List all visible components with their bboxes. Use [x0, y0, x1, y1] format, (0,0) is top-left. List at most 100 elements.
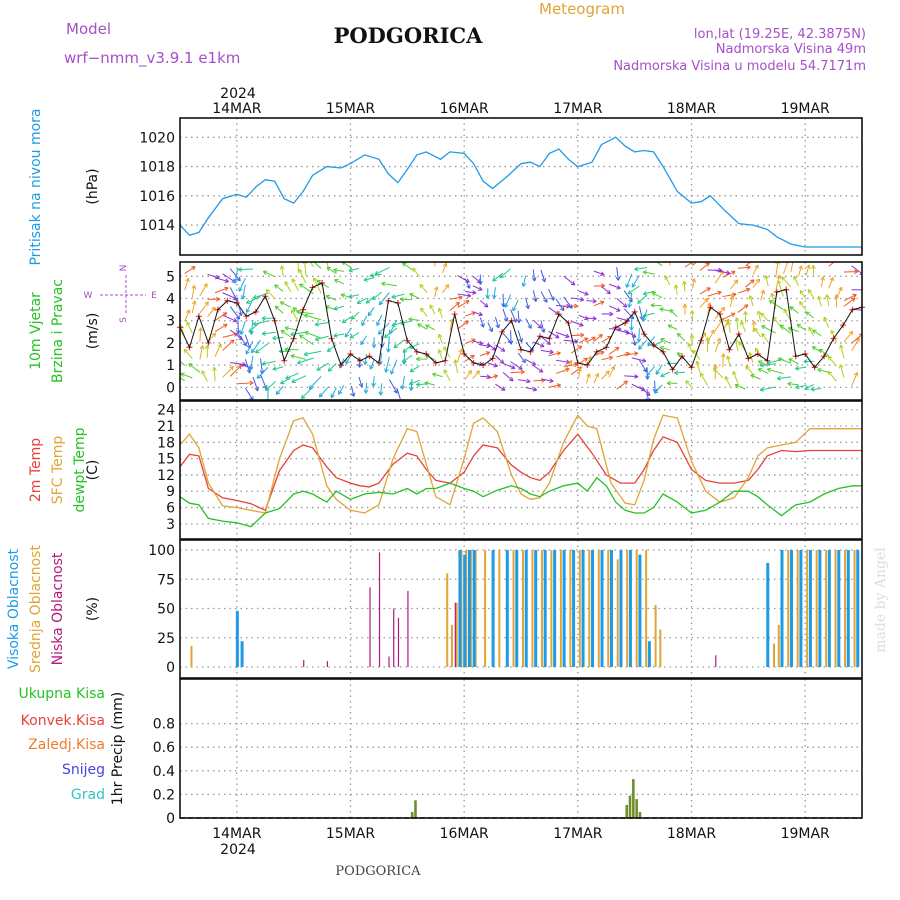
wind-arrow	[664, 275, 671, 286]
wind-arrow	[734, 384, 746, 390]
cloud-bar-high	[591, 550, 595, 667]
wind-arrow	[229, 287, 239, 302]
wind-arrow	[767, 368, 784, 375]
wind-arrow	[699, 287, 711, 295]
wind-arrow-head	[453, 359, 459, 364]
cloud-bar-mid	[446, 573, 449, 667]
wind-arrow-head	[829, 277, 835, 282]
cloud-bar-mid	[645, 550, 648, 667]
wind-arrow-head	[726, 355, 731, 360]
wind-arrow	[660, 338, 670, 344]
wind-arrow	[238, 268, 253, 271]
wind-arrow	[315, 335, 329, 341]
wind-arrow-head	[753, 327, 759, 333]
wind-arrow	[525, 387, 537, 391]
wind-arrow-head	[700, 372, 705, 378]
wind-arrow-head	[324, 255, 328, 259]
wind-arrow	[327, 344, 337, 352]
wind-arrow-head	[605, 370, 610, 375]
precip-bar	[410, 812, 414, 818]
wind-arrow-head	[638, 345, 643, 350]
model-label: Model	[66, 20, 111, 38]
wind-arrow-head	[518, 337, 523, 343]
wind-arrow	[646, 366, 655, 376]
wind-arrow-head	[296, 309, 301, 315]
wind-arrow	[510, 309, 517, 323]
wind-arrow	[707, 291, 722, 297]
wind-arrow	[518, 379, 531, 383]
wind-arrow	[532, 269, 536, 282]
y-tick-label: 2	[166, 336, 175, 352]
wind-arrow-head	[284, 347, 289, 352]
wind-arrow-head	[363, 277, 369, 282]
wind-arrow-head	[761, 325, 766, 330]
wind-arrow-head	[478, 340, 483, 346]
wind-arrow-head	[248, 366, 254, 371]
wind-arrow-head	[300, 394, 306, 399]
series-line-pressure	[179, 136, 862, 248]
precip-bar	[628, 795, 632, 818]
wind-arrow-head	[811, 346, 817, 351]
wind-arrow-head	[796, 323, 802, 329]
y-tick-label: 24	[157, 403, 175, 419]
wind-arrow-head	[682, 303, 688, 308]
wind-arrow-head	[695, 360, 700, 366]
wind-arrow	[624, 375, 639, 378]
wind-arrow-head	[345, 359, 350, 365]
wind-arrow-head	[580, 332, 585, 338]
wind-arrow-head	[480, 323, 485, 328]
wind-arrow	[760, 290, 765, 301]
wind-arrow	[252, 376, 259, 392]
wind-arrow	[759, 363, 776, 366]
wind-arrow-head	[838, 364, 844, 369]
wind-arrow-head	[341, 318, 347, 324]
wind-arrow-head	[186, 321, 191, 326]
wind-arrow	[443, 369, 451, 381]
wind-arrow	[788, 327, 799, 333]
wind-arrow-head	[827, 370, 833, 376]
wind-arrow	[638, 359, 647, 373]
wind-arrow-head	[760, 312, 765, 317]
wind-arrow-head	[215, 296, 220, 302]
wind-arrow	[616, 352, 630, 358]
wind-arrow-head	[584, 291, 589, 296]
wind-arrow-head	[191, 266, 196, 271]
wind-arrow-head	[272, 366, 277, 371]
model-name: wrf−nmm_v3.9.1 e1km	[64, 49, 240, 68]
wind-arrow-head	[516, 319, 522, 324]
wind-arrow-head	[508, 376, 514, 382]
wind-arrow-head	[381, 281, 386, 287]
year-bottom: 2024	[220, 842, 256, 858]
day-label-top: 14MAR	[212, 101, 261, 117]
cloud-bar-low	[715, 655, 717, 667]
y-tick-label: 1020	[139, 130, 175, 146]
wind-arrow-head	[272, 335, 277, 341]
wind-arrow	[325, 295, 337, 301]
wind-arrow-head	[573, 362, 578, 368]
wind-arrow-head	[240, 295, 246, 300]
wind-arrow-head	[789, 306, 795, 311]
wind-arrow	[341, 316, 352, 324]
cloud-bar-mid	[806, 550, 809, 667]
compass-south: S	[119, 317, 129, 323]
wind-arrow	[510, 361, 523, 370]
wind-arrow	[487, 343, 496, 351]
wind-arrow-head	[716, 337, 722, 343]
wind-arrow	[291, 309, 299, 322]
wind-arrow-head	[191, 300, 197, 305]
wind-arrow-head	[333, 267, 338, 273]
wind-arrow	[260, 358, 263, 375]
wind-arrow-head	[724, 375, 729, 381]
wind-arrow	[280, 301, 292, 308]
wind-arrow-head	[808, 326, 813, 332]
wind-arrow-head	[631, 333, 637, 338]
wind-arrow-head	[425, 324, 430, 329]
wind-arrow	[540, 335, 551, 345]
footer-title: PODGORICA	[335, 864, 421, 879]
wind-arrow	[737, 288, 751, 294]
wind-arrow	[713, 367, 724, 379]
cloud-bar-low	[303, 659, 305, 667]
wind-arrow	[457, 320, 469, 330]
wind-arrow	[540, 269, 546, 283]
panel-frame-precip	[179, 678, 863, 819]
